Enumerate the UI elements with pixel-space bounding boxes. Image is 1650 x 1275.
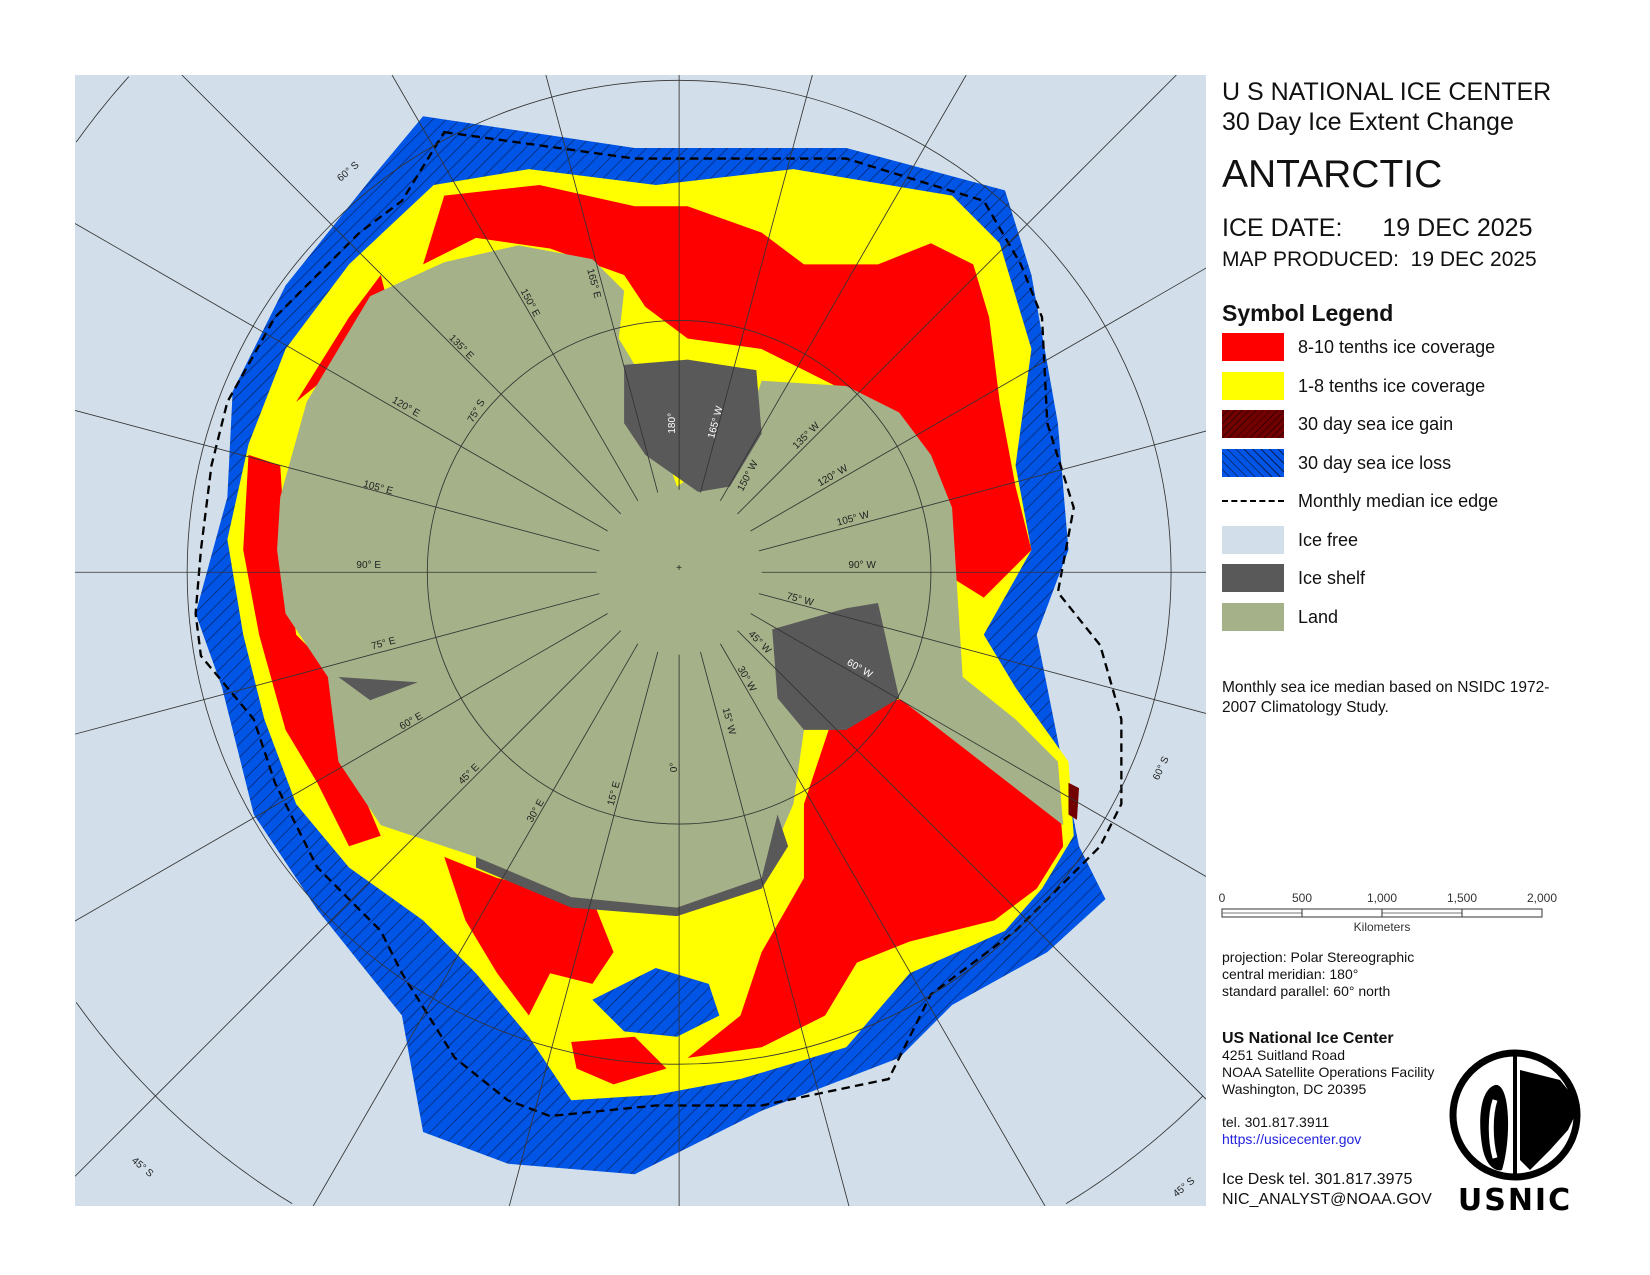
standard-parallel-line: standard parallel: 60° north <box>1222 983 1391 999</box>
scale-tick: 2,000 <box>1527 891 1557 905</box>
legend-item-ice-loss: 30 day sea ice loss <box>1222 448 1451 478</box>
swatch <box>1222 449 1284 477</box>
meridian-line <box>758 593 1206 714</box>
contact-name: US National Ice Center <box>1222 1030 1394 1047</box>
map-produced-value: 19 DEC 2025 <box>1410 248 1537 271</box>
legend-title: Symbol Legend <box>1222 300 1394 326</box>
scale-unit: Kilometers <box>1354 920 1411 934</box>
ice-date: ICE DATE: 19 DEC 2025 <box>1222 214 1533 243</box>
amery-ice-shelf <box>338 677 418 701</box>
meridian-line <box>75 630 622 1177</box>
legend-label: Ice free <box>1298 529 1359 550</box>
ice-8-10-tenths <box>423 185 1032 598</box>
parallel-45s <box>75 76 1204 1205</box>
legend-label: Land <box>1298 606 1339 627</box>
legend-item-land: Land <box>1222 602 1338 632</box>
legend-label: 8-10 tenths ice coverage <box>1298 336 1496 357</box>
legend-label: 30 day sea ice loss <box>1298 452 1452 473</box>
legend-item-ice-free: Ice free <box>1222 525 1358 555</box>
product-title: 30 Day Ice Extent Change <box>1222 108 1514 136</box>
contact-street: 4251 Suitland Road <box>1222 1047 1345 1063</box>
legend-item-high-ice: 8-10 tenths ice coverage <box>1222 332 1495 362</box>
legend-label: 30 day sea ice gain <box>1298 413 1454 434</box>
meridians <box>75 75 1206 1206</box>
meridian-line <box>758 430 1206 552</box>
meridian-line <box>720 75 967 502</box>
ice-8-10-tenths <box>687 698 1064 1058</box>
meridian-line <box>737 630 1206 1100</box>
ice-desk-email: NIC_ANALYST@NOAA.GOV <box>1222 1191 1432 1208</box>
projection-info: projection: Polar Stereographic central … <box>1222 949 1414 1000</box>
meridian-line <box>75 613 608 922</box>
pole-marker: + <box>676 563 682 574</box>
monthly-median-ice-edge <box>194 130 1123 1118</box>
filchner-ronne-ice-shelf <box>772 602 900 730</box>
ice-desk-tel: Ice Desk tel. 301.817.3975 <box>1222 1171 1413 1188</box>
scale-tick: 1,000 <box>1367 891 1397 905</box>
meridian-line <box>700 651 850 1206</box>
scale-tick: 1,500 <box>1447 891 1477 905</box>
website-link[interactable]: https://usicecenter.gov <box>1222 1131 1362 1147</box>
swatch <box>1222 333 1284 361</box>
label-180: 180° <box>667 413 678 434</box>
meridian-line <box>75 593 600 735</box>
legend-label: Monthly median ice edge <box>1298 490 1499 511</box>
region-title: ANTARCTIC <box>1222 153 1443 196</box>
agency-title: U S NATIONAL ICE CENTER <box>1222 78 1552 106</box>
meridian-line <box>75 409 600 552</box>
projection-line: projection: Polar Stereographic <box>1222 949 1415 965</box>
swatch <box>1222 410 1284 438</box>
ice-date-value: 19 DEC 2025 <box>1382 214 1533 242</box>
ice-date-label: ICE DATE: <box>1222 214 1343 242</box>
antarctic-ice-map: + 90° E 90° W 105° E 120° E 135° E 150° … <box>75 75 1206 1206</box>
meridian-line <box>545 75 659 493</box>
scale-tick: 0 <box>1219 891 1226 905</box>
ice-shelf-fringe <box>475 814 789 917</box>
meridian-line <box>75 223 608 532</box>
contact-info: US National Ice Center 4251 Suitland Roa… <box>1222 1030 1434 1148</box>
scale-tick: 500 <box>1292 891 1312 905</box>
label-90w: 90° W <box>848 560 876 571</box>
map-produced: MAP PRODUCED: 19 DEC 2025 <box>1222 248 1537 272</box>
swatch <box>1222 564 1284 592</box>
ice-desk-info: Ice Desk tel. 301.817.3975 NIC_ANALYST@N… <box>1222 1170 1432 1210</box>
legend-item-low-ice: 1-8 tenths ice coverage <box>1222 371 1485 401</box>
central-meridian-line: central meridian: 180° <box>1222 966 1359 982</box>
swatch <box>1222 500 1284 502</box>
map-produced-label: MAP PRODUCED: <box>1222 248 1399 271</box>
legend-label: Ice shelf <box>1298 567 1366 588</box>
swatch <box>1222 526 1284 554</box>
meridian-line <box>181 75 622 515</box>
meridian-line <box>508 651 659 1206</box>
land <box>277 245 1064 910</box>
label-0: 0° <box>669 763 680 773</box>
contact-tel: tel. 301.817.3911 <box>1222 1114 1330 1130</box>
contact-city: Washington, DC 20395 <box>1222 1081 1367 1097</box>
legend-item-ice-gain: 30 day sea ice gain <box>1222 409 1453 439</box>
sea-ice-loss-patch <box>592 967 720 1037</box>
usnic-logo: USNIC <box>1449 1049 1581 1215</box>
meridian-line <box>720 643 1046 1206</box>
swatch <box>1222 603 1284 631</box>
contact-facility: NOAA Satellite Operations Facility <box>1222 1064 1435 1080</box>
meridian-line <box>750 267 1206 532</box>
meridian-line <box>391 75 639 502</box>
swatch <box>1222 372 1284 400</box>
meridian-line <box>312 643 639 1206</box>
label-90e: 90° E <box>356 560 381 571</box>
sea-ice-gain-patch <box>1068 782 1080 820</box>
legend-item-ice-shelf: Ice shelf <box>1222 563 1365 593</box>
climatology-note: Monthly sea ice median based on NSIDC 19… <box>1222 679 1550 716</box>
meridian-line <box>700 75 813 493</box>
scale-bar: 0 500 1,000 1,500 2,000 Kilometers <box>1219 891 1558 934</box>
meridian-line <box>750 613 1206 877</box>
meridian-line <box>737 75 1177 515</box>
legend-item-median-edge: Monthly median ice edge <box>1222 486 1498 516</box>
legend-label: 1-8 tenths ice coverage <box>1298 375 1486 396</box>
logo-text: USNIC <box>1458 1183 1572 1215</box>
